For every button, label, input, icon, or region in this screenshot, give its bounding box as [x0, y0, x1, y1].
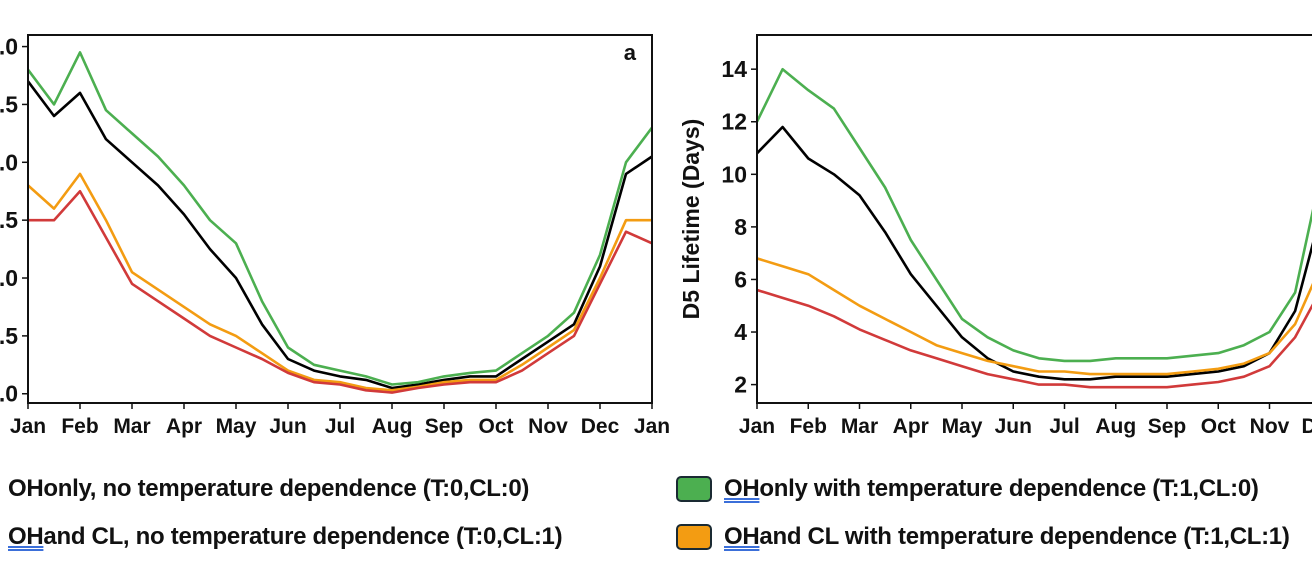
y-tick-label: 4	[734, 319, 747, 345]
y-tick-label: 12	[721, 109, 747, 135]
legend-label: only, no temperature dependence (T:0,CL:…	[43, 475, 530, 502]
panel-b: 2 4 6 8 10 12 14 Jan Feb Mar Apr May Jun Jul Aug Sep Oct…	[678, 34, 1312, 438]
series-line-t0cl1	[28, 189, 652, 394]
x-tick-label: Dec	[581, 415, 620, 438]
legend-oh: OH	[724, 523, 760, 550]
series-line-t0cl0	[757, 125, 1312, 381]
legend-item-t1-cl1: OH and CL with temperature dependence (T…	[676, 523, 1290, 551]
legend-label: and CL with temperature dependence (T:1,…	[759, 523, 1290, 550]
y-tick-label: .0	[0, 149, 18, 175]
series-line-t1cl1	[28, 172, 652, 392]
y-tick-label: .0	[0, 265, 18, 291]
legend-item-t0-cl0: OH only, no temperature dependence (T:0,…	[0, 475, 529, 503]
panel-label: a	[624, 40, 637, 65]
legend-item-t1-cl0: OH only with temperature dependence (T:1…	[676, 475, 1259, 503]
legend-swatch	[676, 476, 712, 502]
y-tick-label: 8	[734, 214, 747, 240]
x-tick-label: Dec	[1301, 415, 1312, 438]
y-tick-label: 6	[734, 266, 747, 292]
legend-label: and CL, no temperature dependence (T:0,C…	[43, 523, 563, 550]
y-tick-label: .0	[0, 381, 18, 407]
x-tick-label: May	[216, 415, 257, 438]
x-tick-label: Mar	[841, 415, 878, 438]
x-tick-label: Mar	[113, 415, 150, 438]
series-line-t1cl0	[28, 51, 652, 386]
series-line-t0cl1	[757, 288, 1312, 389]
y-tick-label: 14	[721, 56, 747, 82]
legend-oh: OH	[8, 475, 44, 502]
series-line-t1cl0	[757, 67, 1312, 363]
x-tick-label: Nov	[528, 415, 568, 438]
series-group	[28, 51, 652, 394]
x-tick-label: Jun	[269, 415, 306, 438]
panel-a: .0 .5 .0 .5 .0 .5 .0 Jan Feb Mar Apr May Jun Jul Aug Se…	[0, 34, 670, 438]
legend-swatch	[676, 524, 712, 550]
chart: .0 .5 .0 .5 .0 .5 .0 Jan Feb Mar Apr May Jun Jul Aug Se…	[0, 34, 1312, 438]
x-tick-label: Jan	[739, 415, 775, 438]
x-tick-label: Jan	[634, 415, 670, 438]
y-tick-label: .5	[0, 91, 18, 117]
x-tick-label: Jan	[10, 415, 46, 438]
x-tick-label: Jul	[325, 415, 355, 438]
x-tick-label: May	[942, 415, 983, 438]
x-tick-label: Jun	[995, 415, 1032, 438]
legend-item-t0-cl1: OH and CL, no temperature dependence (T:…	[0, 523, 563, 551]
legend-label: only with temperature dependence (T:1,CL…	[759, 475, 1259, 502]
x-tick-label: Sep	[425, 415, 464, 438]
x-tick-label: Apr	[893, 415, 929, 438]
series-group	[757, 67, 1312, 389]
x-tick-label: Apr	[166, 415, 202, 438]
y-tick-label: .5	[0, 323, 18, 349]
x-tick-label: Jul	[1049, 415, 1079, 438]
x-tick-label: Sep	[1148, 415, 1187, 438]
legend-oh: OH	[8, 523, 44, 550]
y-tick-label: 2	[734, 372, 747, 398]
y-axis-label: D5 Lifetime (Days)	[678, 119, 704, 320]
x-tick-label: Nov	[1250, 415, 1290, 438]
x-tick-label: Feb	[61, 415, 98, 438]
x-tick-label: Oct	[478, 415, 513, 438]
y-tick-label: .5	[0, 207, 18, 233]
y-tick-label: .0	[0, 34, 18, 60]
plot-frame	[756, 34, 1312, 404]
x-tick-label: Feb	[790, 415, 827, 438]
y-tick-label: 10	[721, 161, 747, 187]
x-tick-label: Oct	[1201, 415, 1236, 438]
series-line-t0cl0	[28, 80, 652, 390]
series-line-t1cl1	[757, 257, 1312, 376]
x-tick-label: Aug	[1095, 415, 1136, 438]
legend-oh: OH	[724, 475, 760, 502]
x-tick-label: Aug	[372, 415, 413, 438]
